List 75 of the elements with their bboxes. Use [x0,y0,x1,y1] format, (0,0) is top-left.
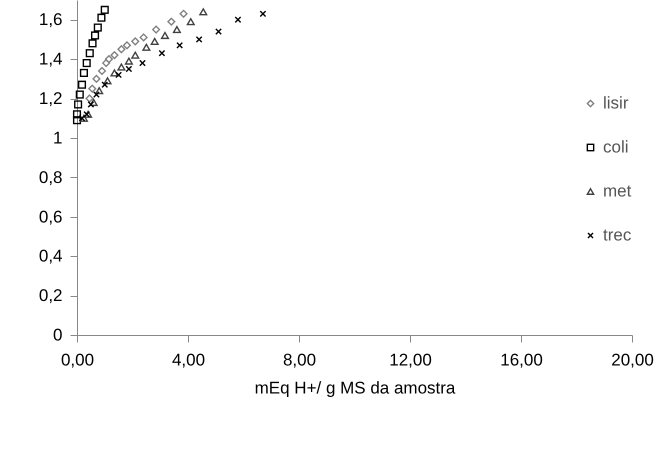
point [131,52,140,59]
point [87,101,94,108]
point [72,110,82,118]
point [88,39,97,48]
y-tick-label: 0,6 [38,207,62,226]
point [172,26,181,34]
point [76,90,84,99]
legend-label: lisir [603,94,629,112]
x-tick-label: 0,00 [60,350,94,370]
point [78,114,86,122]
y-tick-label: 0,4 [38,246,62,266]
point [98,66,106,75]
point [110,69,119,77]
point [115,72,122,78]
point [93,91,100,98]
point [72,116,82,124]
y-tick-label: 1 [53,128,62,148]
y-tick-label: 1,6 [38,10,62,30]
point [117,63,126,71]
point [90,98,98,106]
point [215,28,222,35]
point [180,10,188,18]
point [150,38,159,45]
y-tick-label: 1,4 [38,50,62,69]
x-tick-label: 16,00 [500,350,543,370]
point [140,33,148,42]
point [139,60,146,66]
point [126,66,132,72]
point [100,6,109,14]
point [78,80,86,89]
point [158,50,166,57]
legend-label: coli [603,138,629,156]
point [83,110,90,118]
y-tick-label: 1,2 [38,89,62,108]
point [90,31,100,40]
legend-label: met [603,182,632,200]
point [142,44,150,51]
point [74,100,82,108]
y-tick-label: 0 [53,326,62,344]
point [82,59,91,68]
point [92,74,100,83]
point [110,51,119,60]
point [176,42,184,49]
point [80,114,88,122]
x-tick-label: 4,00 [172,350,206,370]
point [199,8,208,16]
point [86,49,94,58]
point [196,36,202,43]
y-tick-label: 0,8 [38,168,62,187]
point [94,24,102,32]
point [88,84,96,93]
point [85,94,94,103]
point [186,18,195,26]
x-tick-label: 12,00 [389,350,432,370]
point [124,57,133,65]
legend-label: trec [603,226,632,244]
point [167,18,176,26]
x-axis-title: mEq H+/ g MS da amostra [254,378,456,398]
point [101,81,108,88]
y-tick-label: 0,2 [38,286,62,306]
point [102,59,110,68]
point [97,14,106,22]
point [95,87,104,94]
point [131,37,140,46]
x-tick-label: 8,00 [282,350,316,370]
point [122,41,132,50]
point [234,16,242,24]
point [160,32,170,40]
point [152,26,160,34]
point [260,10,266,18]
point [104,55,113,64]
point [103,77,112,84]
point [117,45,126,54]
point [80,68,88,77]
x-tick-label: 20,00 [611,350,654,370]
